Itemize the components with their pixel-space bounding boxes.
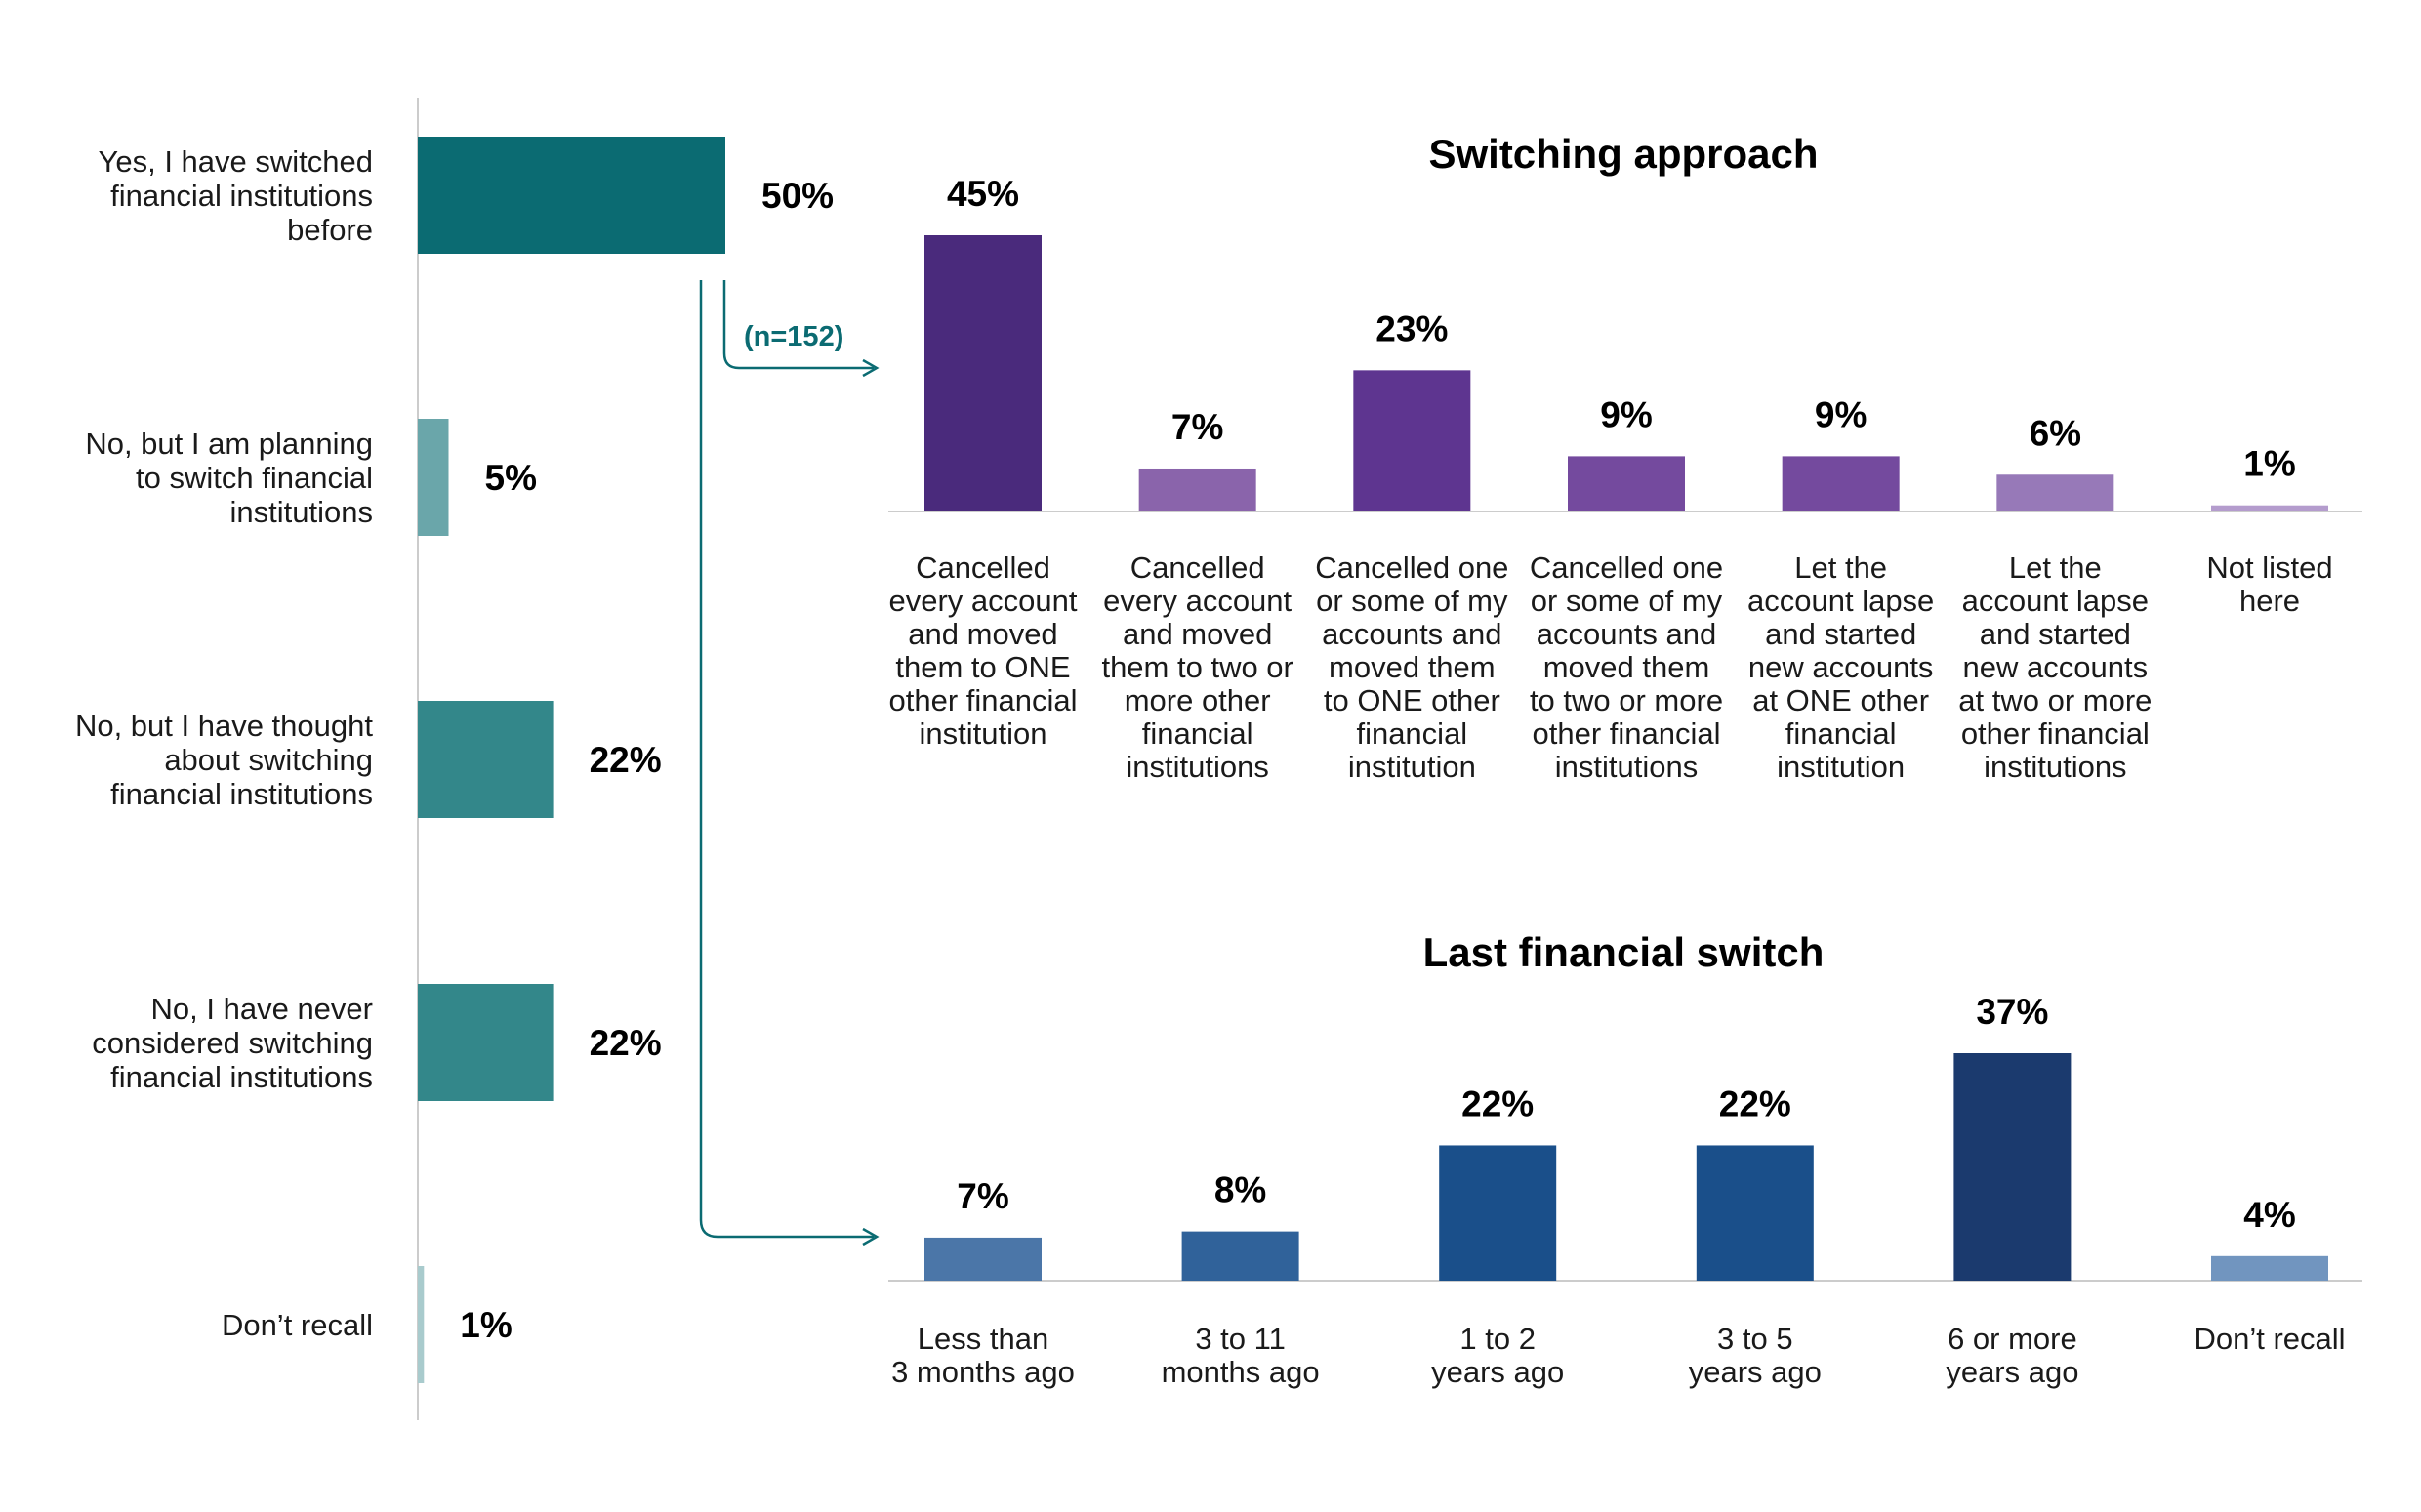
left-bar xyxy=(418,137,725,254)
bar xyxy=(1953,1053,2071,1281)
value-label: 6% xyxy=(2030,413,2081,453)
left-bar xyxy=(418,984,554,1101)
last-financial-switch-chart: Last financial switch 7% Less than 3 months… xyxy=(888,929,2362,1389)
value-label: 22% xyxy=(1719,1083,1791,1124)
left-category-label: Yes, I have switched financial institutio… xyxy=(99,144,373,247)
category-label: 3 to 5 years ago xyxy=(1689,1322,1822,1389)
left-value-label: 22% xyxy=(590,740,662,780)
left-category-label: No, but I have thought about switching fin… xyxy=(75,709,373,811)
category-label: Don’t recall xyxy=(2194,1322,2345,1356)
category-label: Let the account lapse and started new accou… xyxy=(1747,551,1934,784)
left-category-label: Don’t recall xyxy=(222,1308,373,1342)
connector-arrows: (n=152) xyxy=(701,280,877,1245)
bar xyxy=(1439,1145,1556,1281)
bar xyxy=(1697,1145,1814,1281)
left-category-label: No, but I am planning to switch financial… xyxy=(85,427,373,529)
bar xyxy=(924,235,1042,511)
value-label: 23% xyxy=(1375,308,1448,348)
left-value-label: 1% xyxy=(460,1305,512,1345)
category-label: Cancelled every account and moved them to O… xyxy=(888,551,1077,751)
bar xyxy=(1783,456,1900,511)
sample-size-annotation: (n=152) xyxy=(744,321,843,352)
category-label: 6 or more years ago xyxy=(1946,1322,2078,1389)
value-label: 9% xyxy=(1600,394,1652,434)
bar xyxy=(1182,1232,1299,1281)
value-label: 45% xyxy=(947,174,1019,214)
left-category-label: No, I have never considered switching fina… xyxy=(92,992,373,1094)
category-label: Cancelled one or some of my accounts and mo… xyxy=(1530,551,1723,784)
left-chart: 50% Yes, I have switched financial institu… xyxy=(75,98,834,1420)
value-label: 7% xyxy=(1171,407,1223,447)
left-bar xyxy=(418,419,449,536)
value-label: 22% xyxy=(1461,1083,1534,1124)
bar xyxy=(1139,469,1256,511)
connector-bottom-line xyxy=(701,280,874,1237)
switching-approach-chart: Switching approach 45% Cancelled every acco… xyxy=(888,131,2362,784)
left-bar xyxy=(418,701,554,818)
value-label: 37% xyxy=(1976,992,2048,1032)
category-label: Cancelled every account and moved them to t… xyxy=(1101,551,1293,784)
bar xyxy=(924,1238,1042,1281)
left-value-label: 22% xyxy=(590,1023,662,1063)
chart-title: Last financial switch xyxy=(1423,929,1825,975)
value-label: 4% xyxy=(2243,1195,2295,1235)
bar xyxy=(2211,506,2328,511)
chart-title: Switching approach xyxy=(1428,131,1818,177)
category-label: Let the account lapse and started new accou… xyxy=(1958,551,2152,784)
category-label: Not listed here xyxy=(2206,551,2332,618)
left-value-label: 50% xyxy=(761,176,834,216)
value-label: 9% xyxy=(1815,394,1867,434)
left-bar xyxy=(418,1266,424,1383)
category-label: 3 to 11 months ago xyxy=(1162,1322,1320,1389)
value-label: 7% xyxy=(957,1176,1008,1216)
category-label: Less than 3 months ago xyxy=(891,1322,1075,1389)
bar xyxy=(1996,474,2113,511)
category-label: Cancelled one or some of my accounts and mo… xyxy=(1315,551,1508,784)
category-label: 1 to 2 years ago xyxy=(1431,1322,1564,1389)
bar xyxy=(1353,370,1470,511)
value-label: 1% xyxy=(2243,444,2295,484)
value-label: 8% xyxy=(1214,1170,1266,1210)
left-value-label: 5% xyxy=(485,458,537,498)
bar xyxy=(1568,456,1685,511)
bar xyxy=(2211,1256,2328,1281)
